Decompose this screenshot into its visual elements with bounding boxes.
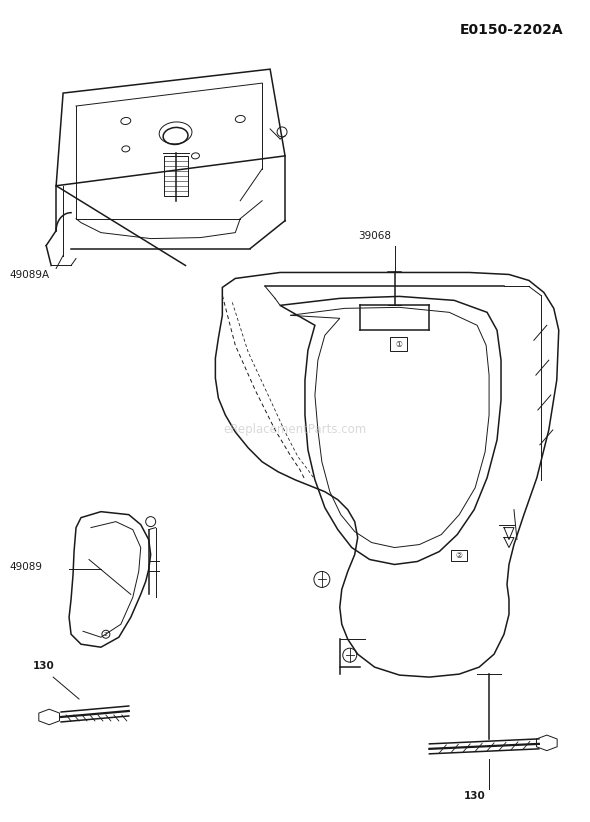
Text: 2: 2 [104,632,108,637]
Text: 49089A: 49089A [9,270,50,280]
Text: 39068: 39068 [358,231,391,241]
Text: ②: ② [456,551,463,560]
Text: 130: 130 [33,661,55,671]
Text: eReplacementParts.com: eReplacementParts.com [224,423,366,436]
Text: E0150-2202A: E0150-2202A [460,23,563,37]
Text: 49089: 49089 [9,562,42,572]
Text: 130: 130 [464,791,486,801]
Text: ①: ① [395,339,402,349]
